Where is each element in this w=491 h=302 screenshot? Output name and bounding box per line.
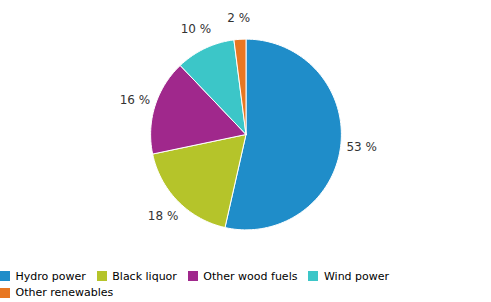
- svg-text:2 %: 2 %: [227, 11, 250, 25]
- svg-text:18 %: 18 %: [148, 209, 179, 223]
- svg-text:10 %: 10 %: [181, 22, 212, 36]
- svg-text:53 %: 53 %: [346, 140, 377, 154]
- html-text:Other renewables: Other renewables: [15, 286, 114, 300]
- html-text:Wind power: Wind power: [323, 269, 390, 283]
- html-text:Other wood fuels: Other wood fuels: [203, 269, 298, 283]
- svg-text:16 %: 16 %: [120, 93, 151, 107]
- html-text:Hydro power: Hydro power: [15, 269, 86, 283]
- html-text:Black liquor: Black liquor: [112, 269, 177, 283]
